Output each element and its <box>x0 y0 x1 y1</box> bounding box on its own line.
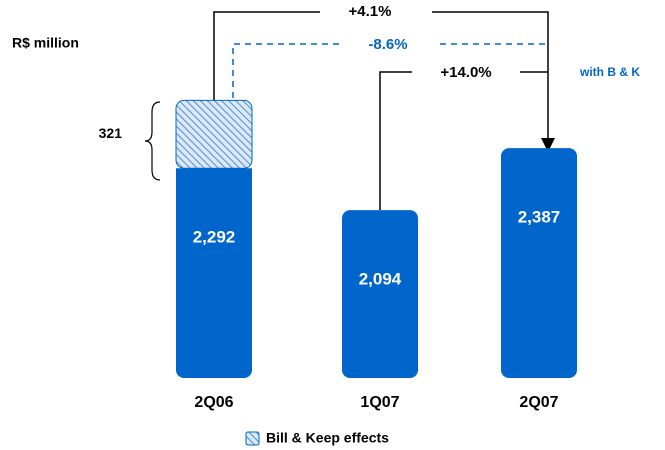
arrow-head <box>541 138 555 152</box>
value-label: 2,387 <box>518 208 561 227</box>
connector <box>213 11 320 100</box>
note: with B & K <box>579 65 640 79</box>
value-label: 2,094 <box>359 270 402 289</box>
legend-swatch <box>245 431 260 446</box>
bar <box>176 168 252 378</box>
x-tick-label: 2Q06 <box>194 394 233 411</box>
x-tick-label: 2Q07 <box>519 394 558 411</box>
connector <box>432 11 549 140</box>
x-tick-label: 1Q07 <box>360 394 399 411</box>
bar <box>501 148 577 378</box>
connector <box>232 43 340 98</box>
bar-top-fill <box>176 168 252 181</box>
value-label: 2,292 <box>193 228 236 247</box>
growth-label: -8.6% <box>368 36 407 53</box>
connector <box>379 71 412 210</box>
brace <box>144 101 161 181</box>
stack-segment <box>175 99 253 169</box>
growth-label: +14.0% <box>440 64 491 81</box>
bar <box>342 210 418 378</box>
unit-label: R$ million <box>12 35 79 51</box>
growth-label: +4.1% <box>349 3 392 20</box>
legend-label: Bill & Keep effects <box>266 430 389 446</box>
stack-label: 321 <box>99 125 123 141</box>
